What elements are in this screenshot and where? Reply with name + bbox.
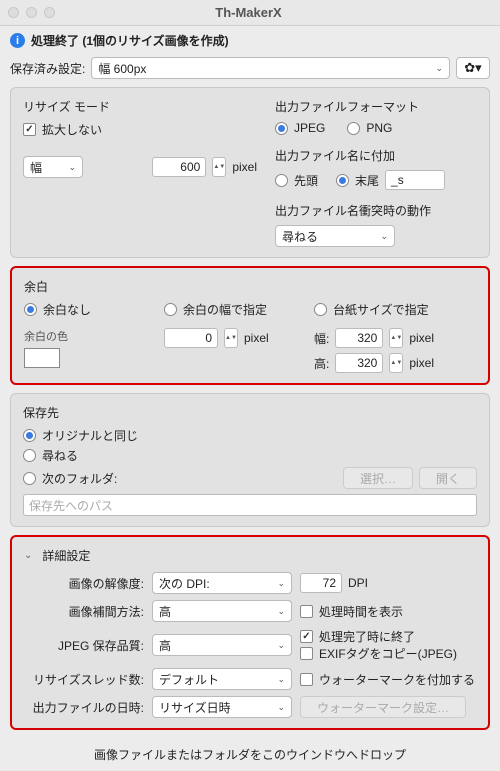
choose-folder-button: 選択… xyxy=(343,467,413,489)
margin-none-radio[interactable] xyxy=(24,303,37,316)
advanced-label: 詳細設定 xyxy=(42,547,90,564)
collision-label: 出力ファイル名衝突時の動作 xyxy=(275,202,477,219)
resize-output-panel: リサイズ モード 拡大しない 幅⌄ 600 ▲▼ pixel 出力ファイルフォー… xyxy=(10,87,490,258)
no-enlarge-checkbox[interactable] xyxy=(23,123,36,136)
margin-width-unit: pixel xyxy=(244,331,269,345)
dimension-stepper[interactable]: ▲▼ xyxy=(212,157,226,177)
traffic-lights xyxy=(8,7,55,18)
margin-color-swatch[interactable] xyxy=(24,348,60,368)
margin-color-label: 余白の色 xyxy=(24,328,164,344)
suffix-radio[interactable] xyxy=(336,174,349,187)
saved-settings-select[interactable]: 幅 600px⌄ xyxy=(91,57,450,79)
exif-checkbox[interactable] xyxy=(300,647,313,660)
watermark-checkbox[interactable] xyxy=(300,673,313,686)
show-time-checkbox[interactable] xyxy=(300,605,313,618)
saveto-ask-radio[interactable] xyxy=(23,449,36,462)
saveto-folder-radio[interactable] xyxy=(23,472,36,485)
saveto-folder-label: 次のフォルダ: xyxy=(42,470,117,487)
margin-width-label: 余白の幅で指定 xyxy=(183,301,267,318)
close-dot[interactable] xyxy=(8,7,19,18)
filedate-select[interactable]: リサイズ日時⌄ xyxy=(152,696,292,718)
quit-after-checkbox[interactable] xyxy=(300,630,313,643)
prefix-label: 先頭 xyxy=(294,172,318,189)
margin-canvas-radio[interactable] xyxy=(314,303,327,316)
format-jpeg-radio[interactable] xyxy=(275,122,288,135)
margin-width-radio[interactable] xyxy=(164,303,177,316)
canvas-h-stepper[interactable]: ▲▼ xyxy=(389,353,403,373)
suffix-label: 末尾 xyxy=(355,172,379,189)
drop-hint: 画像ファイルまたはフォルダをこのウインドウへドロップ xyxy=(0,738,500,771)
collision-value: 尋ねる xyxy=(282,228,318,245)
collision-select[interactable]: 尋ねる⌄ xyxy=(275,225,395,247)
margin-width-input[interactable]: 0 xyxy=(164,328,218,348)
saved-label: 保存済み設定: xyxy=(10,60,85,77)
save-to-panel: 保存先 オリジナルと同じ 尋ねる 次のフォルダ: 選択… 開く 保存先へのパス xyxy=(10,393,490,527)
canvas-w-input[interactable]: 320 xyxy=(335,328,383,348)
save-path-input: 保存先へのパス xyxy=(23,494,477,516)
resize-mode-label: リサイズ モード xyxy=(23,98,257,115)
dimension-unit: pixel xyxy=(232,160,257,174)
output-name-label: 出力ファイル名に付加 xyxy=(275,147,477,164)
interp-label: 画像補間方法: xyxy=(24,603,144,620)
dimension-input[interactable]: 600 xyxy=(152,157,206,177)
show-time-label: 処理時間を表示 xyxy=(319,603,403,620)
margin-none-label: 余白なし xyxy=(43,301,91,318)
dpi-input[interactable]: 72 xyxy=(300,573,342,593)
disclosure-icon[interactable]: ⌄ xyxy=(24,550,32,561)
format-png-label: PNG xyxy=(366,121,392,135)
canvas-h-input[interactable]: 320 xyxy=(335,353,383,373)
saveto-ask-label: 尋ねる xyxy=(42,447,78,464)
margin-width-stepper[interactable]: ▲▼ xyxy=(224,328,238,348)
filedate-label: 出力ファイルの日時: xyxy=(24,699,144,716)
saveto-original-label: オリジナルと同じ xyxy=(42,427,138,444)
minimize-dot[interactable] xyxy=(26,7,37,18)
output-format-label: 出力ファイルフォーマット xyxy=(275,98,477,115)
format-jpeg-label: JPEG xyxy=(294,121,325,135)
suffix-input[interactable]: _s xyxy=(385,170,445,190)
prefix-radio[interactable] xyxy=(275,174,288,187)
resolution-label: 画像の解像度: xyxy=(24,575,144,592)
canvas-h-unit: pixel xyxy=(409,356,434,370)
jpegq-select[interactable]: 高⌄ xyxy=(152,634,292,656)
titlebar: Th-MakerX xyxy=(0,0,500,26)
jpegq-label: JPEG 保存品質: xyxy=(24,637,144,654)
canvas-w-unit: pixel xyxy=(409,331,434,345)
resolution-mode-select[interactable]: 次の DPI:⌄ xyxy=(152,572,292,594)
exif-label: EXIFタグをコピー(JPEG) xyxy=(319,645,457,662)
watermark-label: ウォーターマークを付加する xyxy=(319,671,475,688)
dimension-label: 幅 xyxy=(30,159,42,176)
canvas-w-label: 幅: xyxy=(314,330,329,347)
dpi-unit: DPI xyxy=(348,576,368,590)
watermark-settings-button: ウォーターマーク設定… xyxy=(300,696,466,718)
canvas-h-label: 高: xyxy=(314,355,329,372)
threads-select[interactable]: デフォルト⌄ xyxy=(152,668,292,690)
status-row: i 処理終了 (1個のリサイズ画像を作成) xyxy=(0,26,500,55)
advanced-panel: ⌄ 詳細設定 画像の解像度: 次の DPI:⌄ 72 DPI 画像補間方法: 高… xyxy=(10,535,490,730)
save-to-label: 保存先 xyxy=(23,404,477,421)
margin-canvas-label: 台紙サイズで指定 xyxy=(333,301,429,318)
open-folder-button: 開く xyxy=(419,467,477,489)
margin-label: 余白 xyxy=(24,278,476,295)
zoom-dot[interactable] xyxy=(44,7,55,18)
threads-label: リサイズスレッド数: xyxy=(24,671,144,688)
interp-select[interactable]: 高⌄ xyxy=(152,600,292,622)
info-icon: i xyxy=(10,33,25,48)
quit-after-label: 処理完了時に終了 xyxy=(319,628,415,645)
canvas-w-stepper[interactable]: ▲▼ xyxy=(389,328,403,348)
status-text: 処理終了 (1個のリサイズ画像を作成) xyxy=(31,32,229,49)
margin-panel: 余白 余白なし 余白の幅で指定 台紙サイズで指定 余白の色 0 ▲▼ pixel… xyxy=(10,266,490,385)
dimension-select[interactable]: 幅⌄ xyxy=(23,156,83,178)
no-enlarge-label: 拡大しない xyxy=(42,121,102,138)
saved-value: 幅 600px xyxy=(98,60,146,77)
saveto-original-radio[interactable] xyxy=(23,429,36,442)
window-title: Th-MakerX xyxy=(55,5,442,20)
settings-gear-button[interactable]: ✿▾ xyxy=(456,57,490,79)
format-png-radio[interactable] xyxy=(347,122,360,135)
